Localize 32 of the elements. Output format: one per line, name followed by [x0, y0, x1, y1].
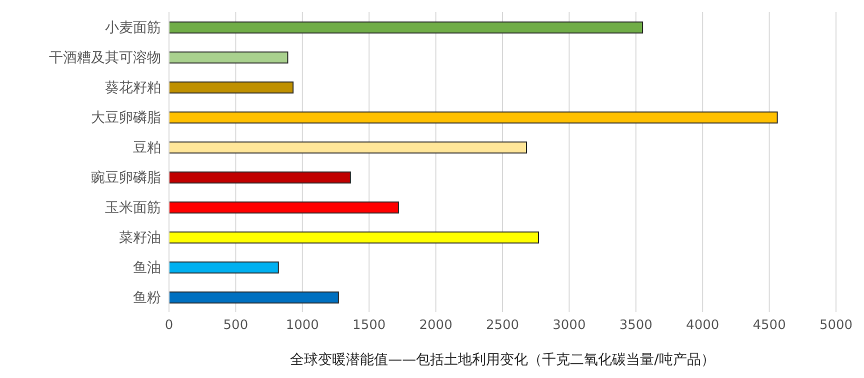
x-tick-label: 3500	[619, 318, 652, 334]
x-tick-label: 1000	[286, 318, 319, 334]
x-tick-label: 4000	[686, 318, 720, 334]
bar	[169, 172, 351, 184]
bar	[169, 22, 644, 34]
y-tick-label: 菜籽油	[119, 230, 161, 246]
bar	[169, 82, 294, 94]
x-axis-title: 全球变暖潜能值——包括土地利用变化（千克二氧化碳当量/吨产品）	[290, 352, 715, 368]
y-tick-label: 玉米面筋	[105, 200, 161, 216]
bar	[169, 202, 399, 214]
bar	[169, 142, 528, 154]
x-tick-label: 3000	[552, 318, 586, 334]
x-tick-label: 2000	[419, 318, 452, 334]
bar	[169, 112, 778, 124]
bar	[169, 262, 279, 274]
y-tick-label: 豆粕	[133, 140, 161, 156]
bar	[169, 52, 288, 64]
y-tick-label: 葵花籽粕	[105, 80, 161, 96]
x-tick-label: 1500	[352, 318, 386, 334]
y-tick-label: 豌豆卵磷脂	[91, 170, 161, 186]
x-tick-label: 4500	[752, 318, 786, 334]
y-tick-label: 鱼油	[133, 260, 161, 276]
y-tick-label: 大豆卵磷脂	[91, 110, 161, 126]
x-tick-label: 500	[223, 318, 248, 334]
x-tick-label: 5000	[819, 318, 853, 334]
bar	[169, 232, 540, 244]
x-tick-label: 2500	[486, 318, 520, 334]
y-tick-label: 鱼粉	[133, 290, 161, 306]
x-tick-label: 0	[164, 318, 174, 334]
bar	[169, 292, 339, 304]
y-tick-label: 小麦面筋	[105, 20, 161, 36]
y-tick-label: 干酒糟及其可溶物	[49, 50, 161, 66]
